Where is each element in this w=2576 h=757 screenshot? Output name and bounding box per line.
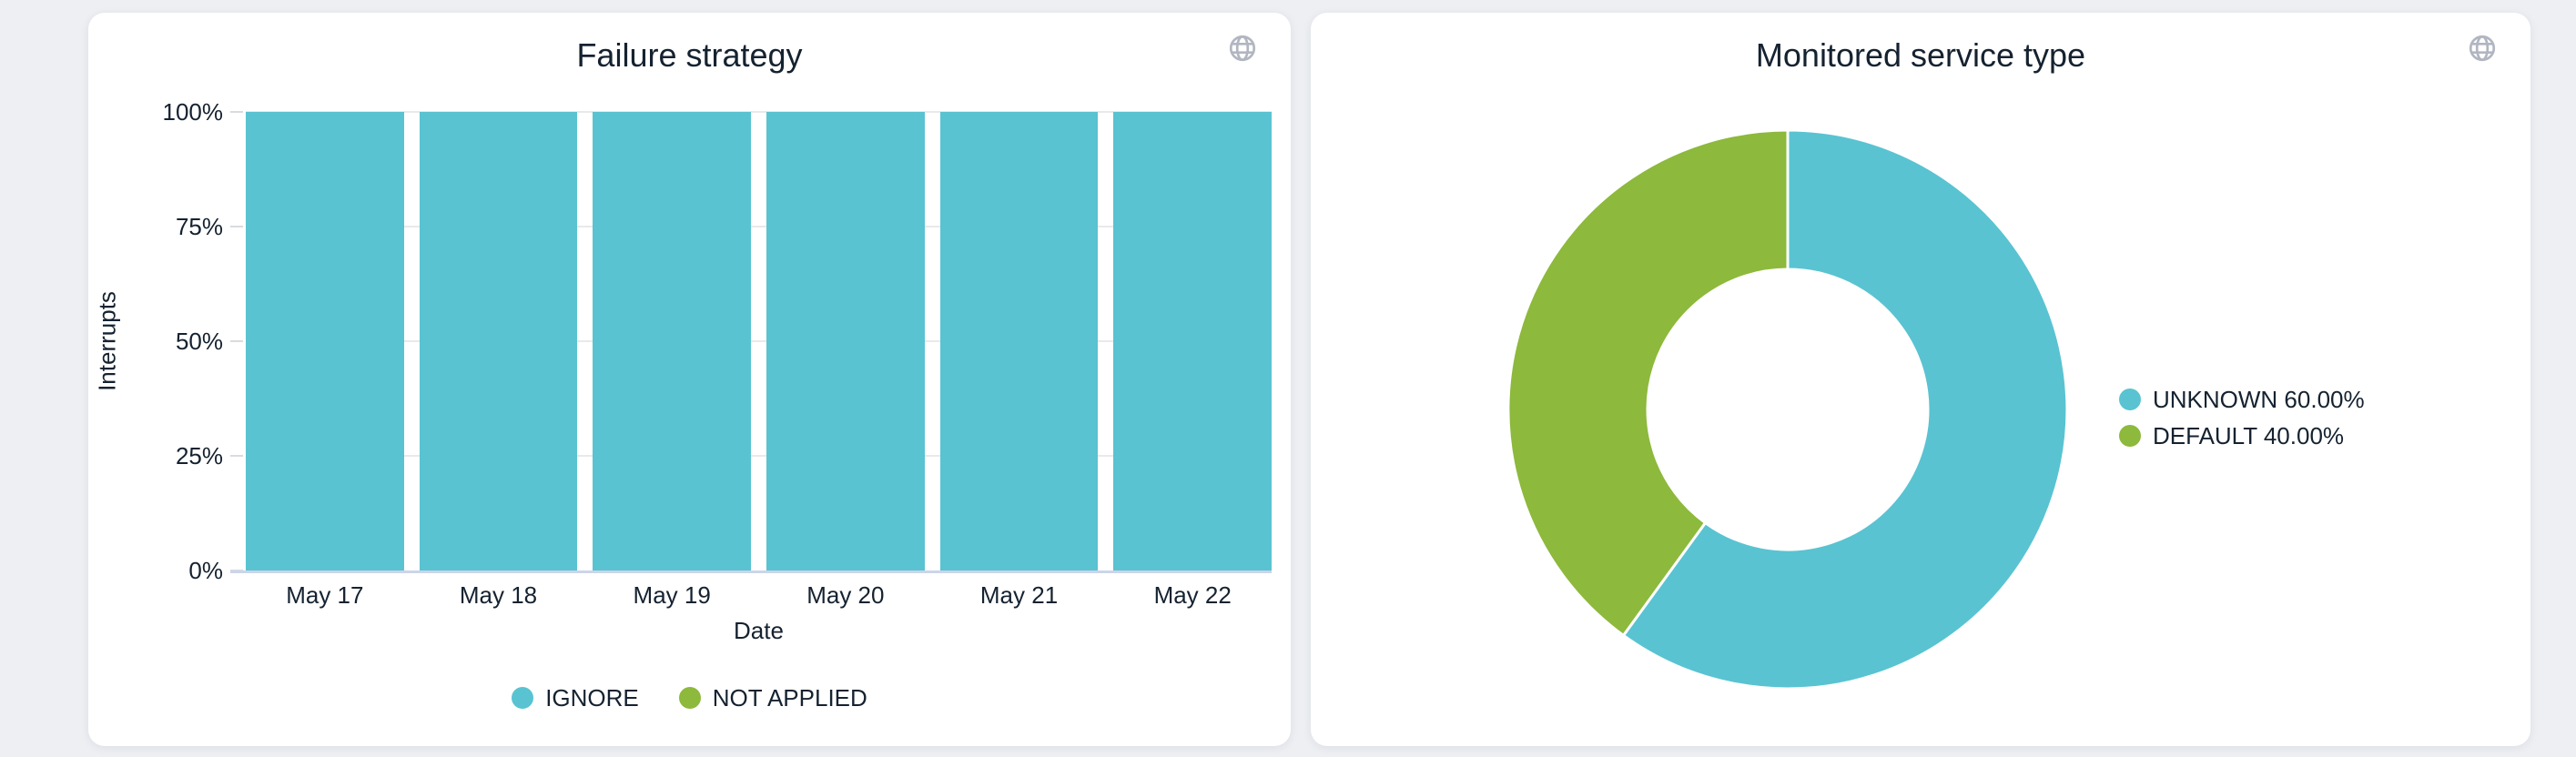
failure-strategy-card-title: Failure strategy [576,36,803,74]
y-tick-label: 0% [188,557,223,584]
bar-slot [419,112,578,570]
y-tick-label: 50% [175,328,223,355]
failure-strategy-card: Failure strategy Interrupts 100% 75% 50% 25… [88,13,1291,746]
y-tick-label: 75% [175,213,223,240]
x-axis-title: Date [734,617,784,644]
bar-chart-legend: IGNORE NOT APPLIED [88,684,1291,712]
y-tick-label: 25% [175,442,223,469]
legend-label: DEFAULT 40.00% [2153,422,2345,449]
bar-slot [593,112,752,570]
y-tick-mark [230,226,243,227]
x-axis-line [230,570,1272,573]
y-tick-mark [230,455,243,457]
legend-label: NOT APPLIED [712,684,867,712]
legend-swatch [2119,425,2141,447]
monitored-service-type-card: Monitored service type UNKNOWN 60.00% DEF… [1311,13,2530,746]
legend-swatch [2119,389,2141,410]
monitored-service-type-card-title: Monitored service type [1755,36,2086,74]
legend-item[interactable]: UNKNOWN 60.00% [2119,386,2365,413]
bar-ignore[interactable] [1113,112,1273,570]
bars-area [246,112,1273,570]
bar-ignore[interactable] [593,112,752,570]
y-tick-mark [230,111,243,113]
failure-strategy-bar-chart: Interrupts 100% 75% 50% 25% 0% May 17 May 18 M… [88,13,1291,746]
legend-swatch [678,687,701,709]
bar-ignore[interactable] [939,112,1099,570]
gridline [246,111,1272,113]
bar-slot [939,112,1099,570]
legend-label: UNKNOWN 60.00% [2153,386,2365,413]
gridline [246,340,1272,342]
donut-chart [1506,128,2069,691]
bar-slot [766,112,925,570]
globe-icon[interactable] [1227,33,1258,64]
donut-slice-unknown[interactable] [1622,128,2069,691]
globe-icon[interactable] [2467,33,2498,64]
legend-label: IGNORE [545,684,639,712]
donut-chart-legend: UNKNOWN 60.00% DEFAULT 40.00% [2119,386,2365,449]
bar-ignore[interactable] [419,112,578,570]
legend-item[interactable]: DEFAULT 40.00% [2119,422,2365,449]
gridline [246,226,1272,227]
legend-item[interactable]: NOT APPLIED [678,684,867,712]
y-tick-label: 100% [162,98,224,126]
bar-slot [1113,112,1273,570]
bar-ignore[interactable] [246,112,404,570]
y-tick-mark [230,340,243,342]
x-tick-label: May 18 [459,581,538,609]
legend-item[interactable]: IGNORE [512,684,639,712]
x-tick-label: May 20 [806,581,885,609]
x-tick-label: May 19 [633,581,711,609]
gridline [246,455,1272,457]
legend-swatch [512,687,534,709]
x-tick-label: May 17 [286,581,364,609]
bar-ignore[interactable] [766,112,925,570]
x-tick-label: May 21 [979,581,1059,609]
bar-slot [246,112,404,570]
x-tick-label: May 22 [1153,581,1232,609]
x-axis-labels: May 17 May 18 May 19 May 20 May 21 May 22 [246,581,1272,609]
donut-slice-default[interactable] [1506,128,1790,637]
